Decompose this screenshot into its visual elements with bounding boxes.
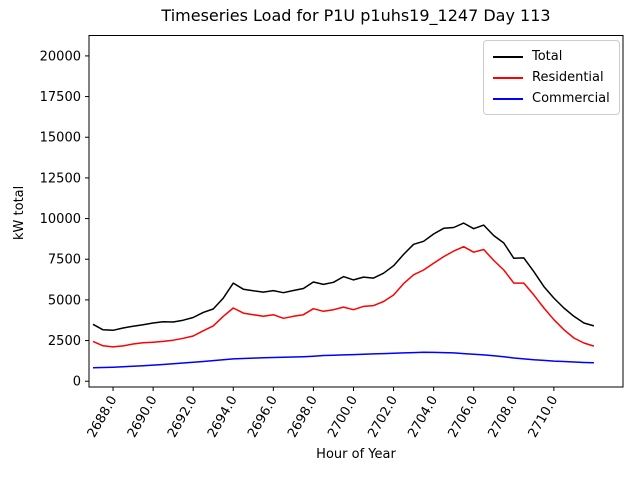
legend-line-sample-total: [493, 55, 523, 58]
y-tick-label: 10000: [40, 212, 81, 227]
x-tick-label: 2692.0: [165, 394, 201, 441]
x-tick-label: 2706.0: [445, 394, 481, 441]
y-tick-label: 17500: [40, 90, 81, 105]
legend-entry-residential: Residential: [493, 67, 610, 88]
series-line-residential: [92, 245, 595, 348]
x-tick-label: 2698.0: [285, 394, 321, 441]
legend: Total Residential Commercial: [483, 40, 620, 115]
legend-label-total: Total: [532, 49, 563, 64]
x-tick-label: 2694.0: [205, 394, 241, 441]
y-tick-label: 2500: [48, 334, 81, 349]
y-tick-label: 15000: [40, 131, 81, 146]
x-tick-label: 2690.0: [125, 394, 161, 441]
x-axis-label: Hour of Year: [316, 447, 396, 462]
x-tick-label: 2700.0: [325, 394, 361, 441]
legend-label-residential: Residential: [532, 70, 604, 85]
x-tick-label: 2696.0: [245, 394, 281, 441]
axes-frame: [88, 35, 624, 388]
y-tick-label: 0: [73, 375, 81, 390]
series-line-commercial: [92, 351, 594, 369]
series-line-total: [92, 222, 595, 332]
legend-entry-total: Total: [493, 46, 610, 67]
y-tick-label: 12500: [40, 171, 81, 186]
legend-entry-commercial: Commercial: [493, 88, 610, 109]
x-tick-label: 2688.0: [85, 394, 121, 441]
x-tick-label: 2708.0: [486, 394, 522, 441]
legend-line-sample-commercial: [493, 97, 523, 100]
x-tick-label: 2702.0: [365, 394, 401, 441]
legend-label-commercial: Commercial: [532, 91, 610, 106]
chart-title: Timeseries Load for P1U p1uhs19_1247 Day…: [161, 6, 551, 25]
y-tick-label: 20000: [40, 49, 81, 64]
legend-line-sample-residential: [493, 76, 523, 79]
x-tick-label: 2704.0: [405, 394, 441, 441]
x-tick-label: 2710.0: [526, 394, 562, 441]
y-tick-label: 5000: [48, 293, 81, 308]
y-tick-label: 7500: [48, 253, 81, 268]
